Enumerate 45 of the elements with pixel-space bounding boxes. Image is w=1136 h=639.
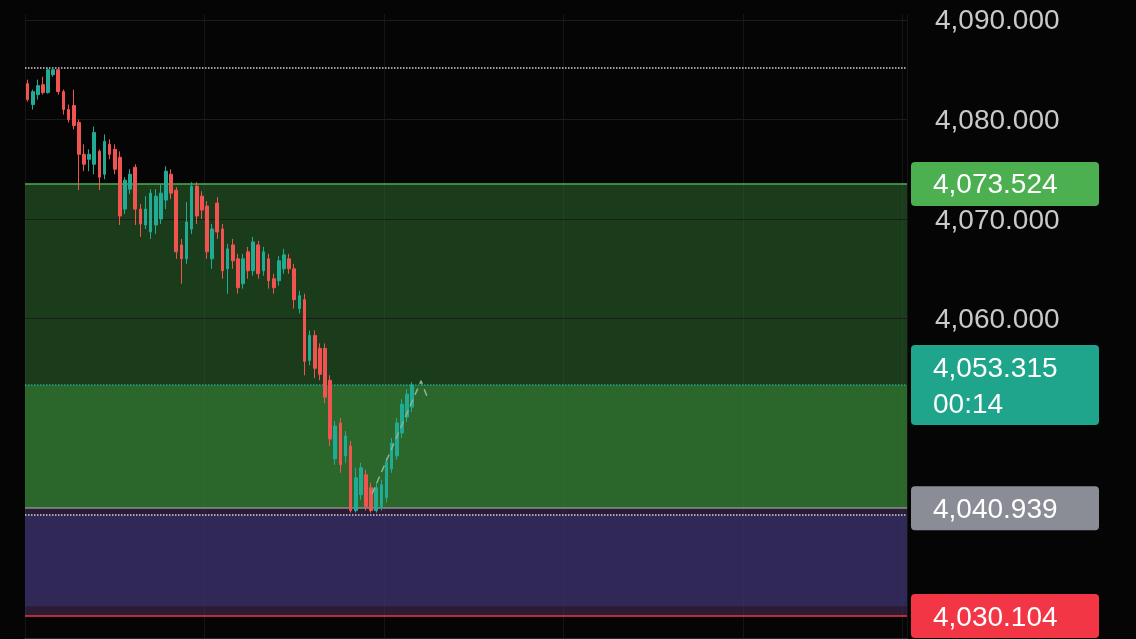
candlestick [215,196,219,240]
y-tick-label: 4,080.000 [935,103,1060,135]
candlestick [139,203,142,238]
candlestick [149,188,152,240]
candlestick [133,163,137,226]
candlestick [103,133,106,180]
candlestick [41,76,45,96]
candlestick [226,243,229,295]
candlestick [98,148,101,191]
candlestick [303,293,306,376]
candlestick [298,290,301,315]
candlestick [262,246,265,277]
y-tick-label: 4,060.000 [935,303,1060,335]
ref-line-label: 4,073.524 [933,168,1058,200]
candlestick [256,240,260,280]
candlestick [67,104,70,123]
ref-line-label: 4,040.939 [933,492,1058,524]
y-tick-label: 4,070.000 [935,203,1060,235]
candlestick [380,479,383,512]
candlestick [144,195,147,230]
candlestick [272,273,276,295]
candlestick [108,138,111,160]
candlestick [267,253,270,290]
ref-line-label: 4,030.104 [933,600,1058,632]
text: 00:14 [933,387,1004,419]
candlestick [241,253,245,290]
candlestick [221,223,224,280]
candlestick [246,246,250,280]
candlestick [26,79,29,103]
candlestick [210,223,214,270]
candlestick [308,329,311,366]
candlestick [349,440,352,514]
candlestick [62,89,65,116]
candlestick [339,417,342,474]
ref-line-label: 4,053.315 [933,351,1058,383]
candlestick [333,420,337,466]
candlestick [385,457,388,504]
candlestick [185,201,188,265]
candlestick [56,67,60,96]
candlestick [180,238,183,285]
candlestick [344,430,347,464]
y-tick-label: 4,090.000 [935,4,1060,36]
candlestick [251,236,255,277]
candlestick [374,482,378,514]
candlestick [190,181,193,235]
